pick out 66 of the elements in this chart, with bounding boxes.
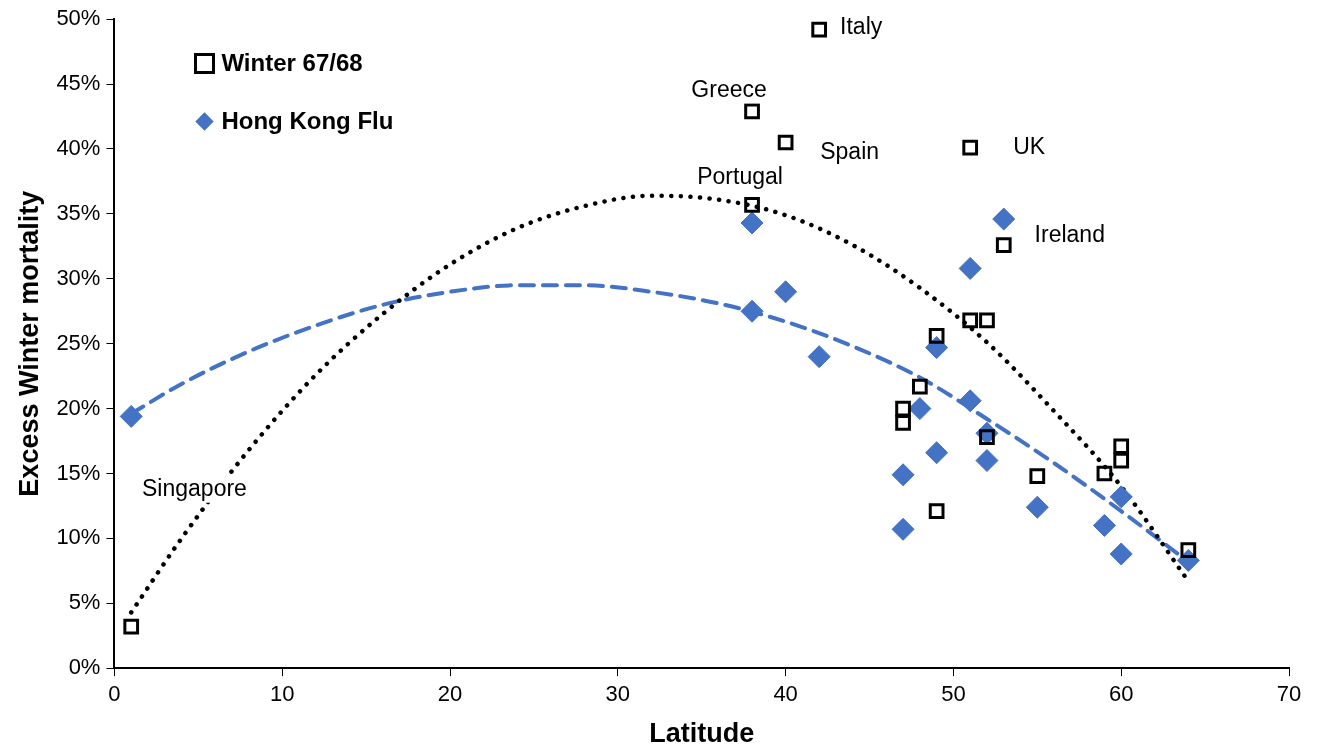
y-tick-label: 0% (68, 654, 101, 680)
point (958, 256, 982, 280)
y-tick-label: 40% (56, 135, 101, 161)
point (928, 503, 945, 520)
x-tick-label: 60 (1108, 681, 1134, 707)
point (891, 463, 915, 487)
y-tick-label: 45% (56, 70, 101, 96)
point (744, 103, 760, 120)
point (744, 196, 760, 213)
point (1109, 485, 1133, 509)
point (811, 21, 828, 38)
point (979, 312, 995, 329)
x-tick-label: 40 (773, 681, 798, 707)
x-tick-label: 50 (941, 681, 966, 707)
point (975, 449, 999, 473)
x-tick-label: 30 (605, 681, 631, 707)
y-tick-label: 10% (56, 524, 101, 550)
point (911, 378, 928, 395)
x-tick-label: 10 (269, 681, 295, 707)
legend-label: Hong Kong Flu (221, 107, 394, 136)
point (1096, 465, 1113, 482)
y-tick-label: 50% (56, 5, 101, 31)
point (891, 517, 915, 541)
point (962, 312, 979, 329)
point (777, 134, 794, 151)
y-tick-label: 5% (68, 589, 101, 615)
annotation: UK (1013, 133, 1046, 160)
x-tick-label: 0 (108, 681, 121, 707)
point (908, 397, 932, 421)
y-axis-title: Excess Winter mortality (13, 190, 44, 497)
point (1113, 438, 1130, 455)
point (958, 389, 982, 413)
point (928, 328, 945, 344)
point (895, 415, 911, 431)
point (1025, 495, 1049, 519)
point (774, 280, 798, 304)
point (1180, 542, 1197, 558)
legend-label: Winter 67/68 (221, 49, 363, 78)
point (1113, 452, 1130, 469)
y-tick-label: 25% (56, 329, 101, 355)
point (1029, 468, 1046, 484)
point (925, 441, 949, 465)
annotation: Italy (840, 12, 883, 39)
x-tick-label: 20 (437, 681, 463, 707)
point (895, 400, 911, 417)
annotation: Ireland (1034, 221, 1105, 248)
point (123, 618, 140, 635)
point (1092, 513, 1116, 537)
annotation: Spain (820, 137, 880, 164)
point (740, 299, 764, 323)
point (740, 211, 764, 235)
y-tick-label: 30% (56, 264, 101, 290)
point (995, 237, 1012, 253)
point (992, 207, 1016, 231)
x-axis-title: Latitude (649, 718, 755, 749)
point (962, 139, 979, 156)
annotation: Singapore (142, 475, 247, 502)
point (119, 404, 143, 428)
annotation: Portugal (697, 163, 783, 190)
annotation: Greece (691, 75, 767, 102)
y-tick-label: 35% (56, 199, 101, 225)
point (807, 345, 831, 369)
y-tick-label: 15% (56, 459, 101, 485)
x-tick-label: 70 (1276, 681, 1302, 707)
point (1109, 542, 1133, 566)
y-tick-label: 20% (56, 394, 101, 420)
